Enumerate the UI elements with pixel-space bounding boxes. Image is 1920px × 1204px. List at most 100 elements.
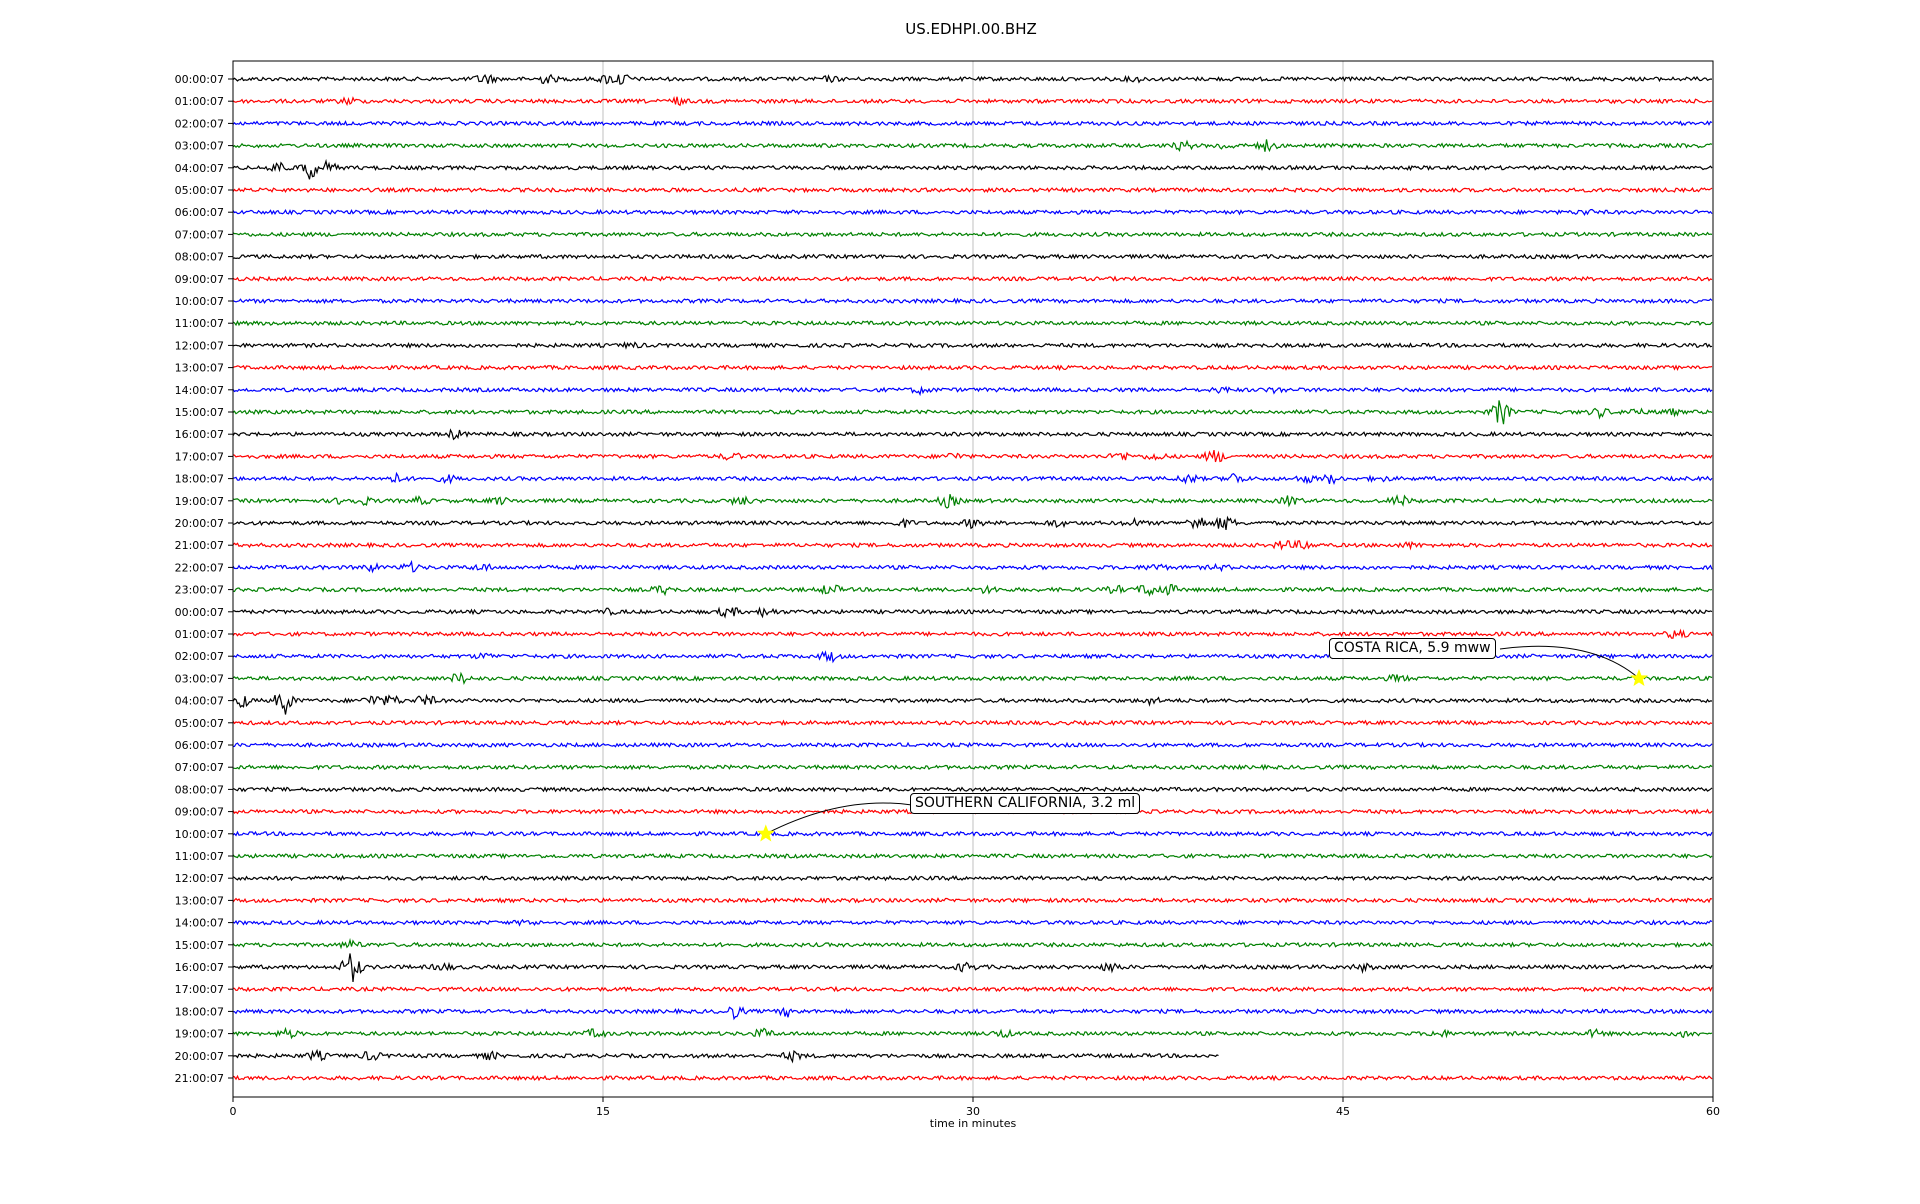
seismic-trace [232, 515, 1713, 530]
event-star-marker [1630, 668, 1648, 687]
seismic-trace [232, 73, 1712, 85]
seismic-trace [232, 583, 1713, 597]
row-label: 19:00:07 [175, 495, 224, 508]
row-label: 08:00:07 [175, 783, 224, 796]
seismic-trace [232, 985, 1713, 993]
x-tick-label: 45 [1336, 1105, 1350, 1118]
seismic-trace [232, 953, 1713, 982]
annotation-connector [765, 802, 913, 835]
row-label: 18:00:07 [175, 1005, 224, 1018]
row-label: 14:00:07 [175, 917, 224, 930]
row-label: 07:00:07 [175, 761, 224, 774]
row-label: 06:00:07 [175, 739, 224, 752]
seismic-trace [232, 628, 1713, 639]
seismic-trace [232, 830, 1713, 838]
row-label: 16:00:07 [175, 961, 224, 974]
annotation-costa-rica: COSTA RICA, 5.9 mww [1329, 638, 1496, 659]
seismic-trace [232, 364, 1713, 372]
x-ticks: 0 15 30 45 60 [230, 1097, 1720, 1118]
row-label: 21:00:07 [175, 539, 224, 552]
row-label: 04:00:07 [175, 695, 224, 708]
seismic-trace [232, 719, 1713, 727]
seismic-trace [232, 139, 1713, 153]
seismic-trace [232, 385, 1713, 397]
seismic-trace [232, 1074, 1713, 1082]
event-markers [756, 645, 1648, 842]
row-label: 14:00:07 [175, 384, 224, 397]
seismic-trace [232, 897, 1713, 904]
annotation-southern-california: SOUTHERN CALIFORNIA, 3.2 ml [910, 793, 1141, 814]
plot-frame [232, 60, 1714, 1098]
row-label: 09:00:07 [175, 806, 224, 819]
seismic-trace [232, 693, 1713, 715]
row-label: 21:00:07 [175, 1072, 224, 1085]
x-tick-label: 15 [596, 1105, 610, 1118]
seismic-trace [232, 253, 1713, 260]
row-label: 13:00:07 [175, 362, 224, 375]
row-label: 00:00:07 [175, 73, 224, 86]
row-label: 06:00:07 [175, 206, 224, 219]
seismic-trace [232, 340, 1713, 350]
x-axis-label: time in minutes [929, 1117, 1017, 1130]
row-label: 00:00:07 [175, 606, 224, 619]
row-label: 15:00:07 [175, 939, 224, 952]
row-label: 13:00:07 [175, 894, 224, 907]
row-label: 03:00:07 [175, 140, 224, 153]
seismic-trace [232, 918, 1713, 927]
seismic-trace [232, 763, 1713, 771]
seismic-trace [232, 275, 1713, 283]
seismic-trace [232, 449, 1713, 463]
seismic-trace [232, 852, 1713, 860]
seismic-trace [232, 741, 1713, 749]
row-label: 10:00:07 [175, 828, 224, 841]
chart-title: US.EDHPI.00.BHZ [905, 20, 1037, 38]
row-label: 12:00:07 [175, 339, 224, 352]
seismic-trace [232, 786, 1713, 793]
row-label: 15:00:07 [175, 406, 224, 419]
seismic-trace [232, 208, 1713, 216]
row-label: 02:00:07 [175, 650, 224, 663]
seismic-trace [232, 875, 1713, 882]
row-label: 11:00:07 [175, 317, 224, 330]
row-label: 01:00:07 [175, 628, 224, 641]
row-label: 07:00:07 [175, 228, 224, 241]
seismic-trace [232, 158, 1713, 180]
seismic-trace [232, 400, 1713, 425]
seismic-trace [232, 937, 1713, 950]
seismic-trace [232, 539, 1713, 551]
row-label: 16:00:07 [175, 428, 224, 441]
seismic-trace [232, 120, 1713, 127]
seismic-trace [232, 1005, 1713, 1021]
row-label: 11:00:07 [175, 850, 224, 863]
row-label: 22:00:07 [175, 561, 224, 574]
row-label: 02:00:07 [175, 117, 224, 130]
row-label: 18:00:07 [175, 473, 224, 486]
row-label: 01:00:07 [175, 95, 224, 108]
seismic-trace [232, 671, 1713, 686]
row-label: 20:00:07 [175, 517, 224, 530]
seismic-trace [232, 231, 1713, 238]
row-label: 05:00:07 [175, 717, 224, 730]
seismic-trace [232, 1026, 1713, 1040]
seismic-trace [232, 297, 1713, 305]
row-label: 17:00:07 [175, 450, 224, 463]
seismic-trace [232, 186, 1713, 194]
seismic-trace [232, 471, 1713, 485]
row-label: 09:00:07 [175, 273, 224, 286]
row-label: 04:00:07 [175, 162, 224, 175]
grid-lines [602, 61, 1344, 1097]
x-tick-label: 30 [966, 1105, 980, 1118]
row-label: 12:00:07 [175, 872, 224, 885]
seismic-trace [232, 1048, 1219, 1064]
row-label: 19:00:07 [175, 1028, 224, 1041]
seismic-trace [232, 428, 1713, 441]
x-tick-label: 60 [1706, 1105, 1720, 1118]
seismic-trace [232, 559, 1713, 574]
row-label: 05:00:07 [175, 184, 224, 197]
row-labels: 00:00:07 01:00:07 02:00:07 03:00:07 04:00:07… [175, 73, 233, 1085]
event-star-marker [756, 824, 775, 842]
row-label: 23:00:07 [175, 584, 224, 597]
row-label: 20:00:07 [175, 1050, 224, 1063]
